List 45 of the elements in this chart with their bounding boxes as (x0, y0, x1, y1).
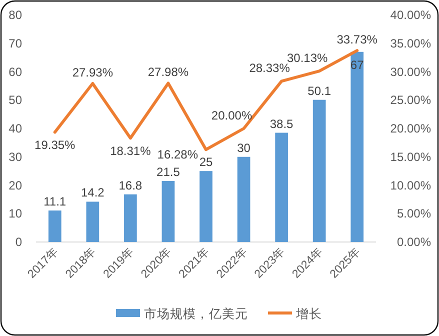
data-label: 27.93% (72, 65, 114, 80)
data-label: 18.31% (110, 144, 152, 158)
data-label: 27.98% (148, 65, 189, 80)
legend-label: 市场规模，亿美元 (144, 306, 248, 321)
y-tick-label: 30 (8, 150, 22, 164)
data-label: 50.1 (308, 84, 332, 98)
y-tick-label: 60 (8, 64, 22, 79)
bar (162, 180, 175, 242)
y2-tick-label: 35.00% (390, 36, 432, 50)
data-label: 11.1 (44, 194, 66, 209)
data-label: 67 (350, 58, 364, 72)
y-tick-label: 50 (8, 93, 22, 108)
y2-tick-label: 30.00% (390, 64, 432, 79)
data-label: 25 (199, 155, 213, 170)
y2-tick-label: 15.00% (390, 150, 432, 164)
data-label: 21.5 (156, 164, 180, 179)
data-label: 30 (237, 140, 251, 155)
bar (48, 210, 62, 242)
bar (350, 52, 364, 242)
y-tick-label: 70 (8, 36, 22, 50)
data-label: 14.2 (80, 186, 105, 200)
bar (275, 132, 288, 242)
data-label: 16.28% (157, 148, 198, 162)
y-tick-label: 0 (15, 235, 22, 249)
bar (200, 171, 212, 242)
y2-tick-label: 40.00% (390, 8, 432, 22)
data-label: 19.35% (34, 138, 76, 152)
y-tick-label: 10 (8, 206, 22, 221)
bar (237, 156, 250, 242)
data-label: 33.73% (336, 32, 378, 47)
legend-label: 增长 (295, 307, 322, 321)
y-tick-label: 40 (8, 122, 22, 136)
y-tick-label: 20 (8, 178, 22, 192)
bar (312, 100, 326, 242)
y2-tick-label: 25.00% (390, 93, 432, 108)
bar (86, 202, 100, 242)
data-label: 38.5 (270, 116, 294, 131)
bar (124, 194, 137, 242)
data-label: 20.00% (211, 108, 252, 122)
y2-tick-label: 20.00% (390, 122, 432, 136)
y2-tick-label: 5.00% (396, 206, 432, 221)
data-label: 16.8 (118, 178, 142, 192)
y2-tick-label: 10.00% (390, 178, 432, 192)
y-tick-label: 80 (8, 8, 22, 22)
y2-tick-label: 0.00% (396, 235, 432, 249)
